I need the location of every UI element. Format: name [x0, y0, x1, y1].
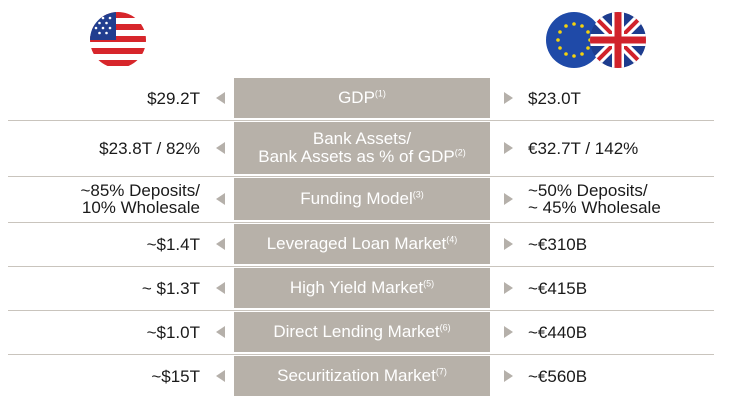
table-row: ~$15T Securitization Market(7) ~€560B: [8, 356, 716, 396]
metric-label: GDP(1): [234, 78, 490, 118]
table-row: ~ $1.3T High Yield Market(5) ~€415B: [8, 268, 716, 308]
right-arrow-icon: [504, 193, 513, 205]
metric-label: Securitization Market(7): [234, 356, 490, 396]
right-arrow-icon: [504, 92, 513, 104]
table-row: $29.2T GDP(1) $23.0T: [8, 78, 716, 118]
eu-uk-value: ~€560B: [528, 366, 588, 386]
us-value: ~$1.0T: [146, 322, 200, 342]
eu-uk-value: ~50% Deposits/~ 45% Wholesale: [528, 181, 661, 217]
us-value: ~$15T: [151, 366, 200, 386]
row-divider: [8, 310, 714, 311]
uk-flag-icon: [590, 12, 646, 68]
us-value: $29.2T: [147, 88, 200, 108]
table-row: $23.8T / 82% Bank Assets/ Bank Assets as…: [8, 122, 716, 174]
row-divider: [8, 176, 714, 177]
row-divider: [8, 120, 714, 121]
right-arrow-icon: [504, 326, 513, 338]
left-arrow-icon: [216, 193, 225, 205]
eu-uk-value: ~€310B: [528, 234, 588, 254]
left-arrow-icon: [216, 92, 225, 104]
left-arrow-icon: [216, 142, 225, 154]
left-arrow-icon: [216, 238, 225, 250]
eu-uk-value: $23.0T: [528, 88, 581, 108]
row-divider: [8, 266, 714, 267]
left-arrow-icon: [216, 370, 225, 382]
row-divider: [8, 222, 714, 223]
right-arrow-icon: [504, 238, 513, 250]
row-divider: [8, 354, 714, 355]
right-arrow-icon: [504, 142, 513, 154]
left-arrow-icon: [216, 282, 225, 294]
us-value: ~85% Deposits/10% Wholesale: [80, 181, 200, 217]
table-row: ~$1.4T Leveraged Loan Market(4) ~€310B: [8, 224, 716, 264]
metric-label: Leveraged Loan Market(4): [234, 224, 490, 264]
us-value: ~$1.4T: [146, 234, 200, 254]
metric-label: High Yield Market(5): [234, 268, 490, 308]
table-row: ~85% Deposits/10% Wholesale Funding Mode…: [8, 178, 716, 220]
metric-label: Direct Lending Market(6): [234, 312, 490, 352]
eu-uk-value: €32.7T / 142%: [528, 138, 639, 158]
table-row: ~$1.0T Direct Lending Market(6) ~€440B: [8, 312, 716, 352]
eu-uk-value: ~€415B: [528, 278, 588, 298]
us-value: $23.8T / 82%: [99, 138, 200, 158]
metric-label: Bank Assets/ Bank Assets as % of GDP(2): [234, 122, 490, 174]
eu-uk-value: ~€440B: [528, 322, 588, 342]
right-arrow-icon: [504, 370, 513, 382]
left-arrow-icon: [216, 326, 225, 338]
us-flag-icon: [90, 12, 146, 68]
us-value: ~ $1.3T: [141, 278, 200, 298]
right-arrow-icon: [504, 282, 513, 294]
metric-label: Funding Model(3): [234, 178, 490, 220]
